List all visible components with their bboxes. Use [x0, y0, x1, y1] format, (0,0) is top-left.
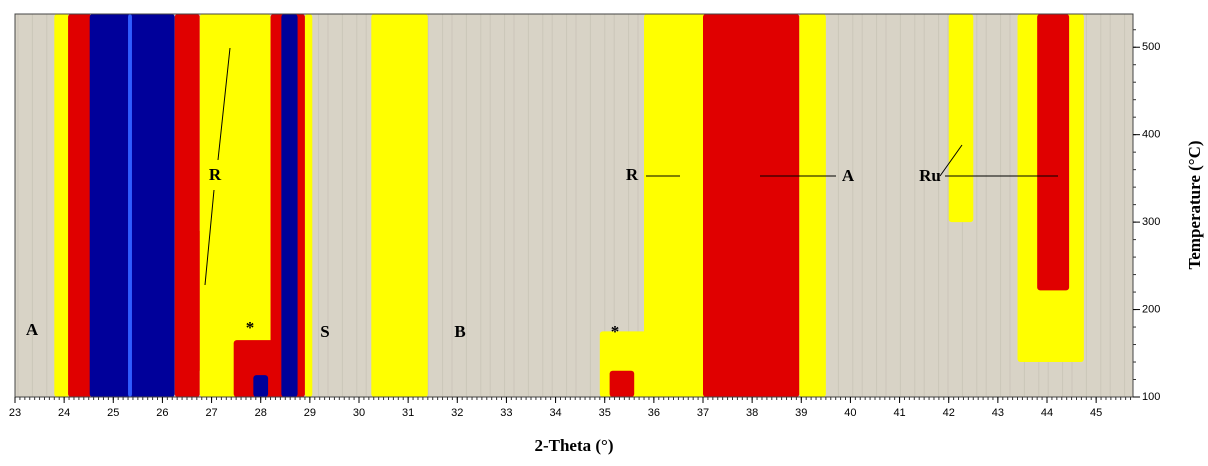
- y-tick-label: 300: [1142, 216, 1160, 228]
- contour-region: [68, 14, 92, 397]
- x-tick-label: 37: [697, 407, 709, 419]
- y-tick-label: 100: [1142, 391, 1160, 403]
- plot-area: [15, 14, 1133, 397]
- contour-region: [703, 14, 800, 397]
- x-tick-label: 31: [402, 407, 414, 419]
- x-tick-label: 40: [844, 407, 856, 419]
- annotation: R: [209, 165, 222, 184]
- x-tick-label: 34: [549, 407, 561, 419]
- x-tick-label: 36: [648, 407, 660, 419]
- contour-region: [799, 14, 826, 397]
- contour-region: [1037, 14, 1070, 291]
- contour-region: [199, 14, 271, 397]
- plot-frame: [14, 13, 1134, 398]
- x-tick-label: 24: [58, 407, 70, 419]
- contour-region: [609, 370, 635, 397]
- y-tick-label: 200: [1142, 303, 1160, 315]
- annotation: *: [611, 322, 620, 341]
- y-tick-label: 400: [1142, 129, 1160, 141]
- annotation: Ru: [919, 166, 941, 185]
- contour-region: [644, 14, 713, 397]
- contour-region: [281, 14, 298, 397]
- leader-line: [204, 189, 215, 286]
- x-tick-label: 27: [205, 407, 217, 419]
- contour-region: [304, 14, 313, 397]
- x-axis-label: 2-Theta (°): [534, 436, 613, 455]
- x-tick-label: 23: [9, 407, 21, 419]
- leader-line: [217, 47, 231, 161]
- x-tick-label: 25: [107, 407, 119, 419]
- annotation: R: [626, 165, 639, 184]
- leader-line: [939, 144, 963, 177]
- contour-region: [253, 375, 269, 397]
- y-tick-label: 500: [1142, 41, 1160, 53]
- x-tick-label: 29: [304, 407, 316, 419]
- x-tick-label: 44: [1041, 407, 1053, 419]
- contour-region: [174, 14, 200, 397]
- x-tick-label: 41: [893, 407, 905, 419]
- annotation: S: [320, 322, 329, 341]
- y-axis-label: Temperature (°C): [1185, 140, 1204, 269]
- contour-region: [233, 340, 281, 397]
- x-tick-label: 30: [353, 407, 365, 419]
- x-tick-label: 33: [500, 407, 512, 419]
- contour-region: [54, 14, 70, 397]
- annotation: B: [454, 322, 465, 341]
- annotation: A: [26, 320, 39, 339]
- x-tick-label: 42: [943, 407, 955, 419]
- annotation: A: [842, 166, 855, 185]
- x-tick-label: 32: [451, 407, 463, 419]
- x-tick-label: 35: [599, 407, 611, 419]
- x-tick-label: 28: [255, 407, 267, 419]
- contour-region: [948, 14, 974, 223]
- contour-region: [89, 14, 175, 397]
- x-tick-label: 43: [992, 407, 1004, 419]
- x-tick-label: 39: [795, 407, 807, 419]
- annotation: *: [246, 318, 255, 337]
- x-tick-label: 38: [746, 407, 758, 419]
- x-tick-label: 45: [1090, 407, 1102, 419]
- x-tick-label: 26: [156, 407, 168, 419]
- contour-region: [371, 14, 428, 397]
- contour-region: [128, 14, 132, 397]
